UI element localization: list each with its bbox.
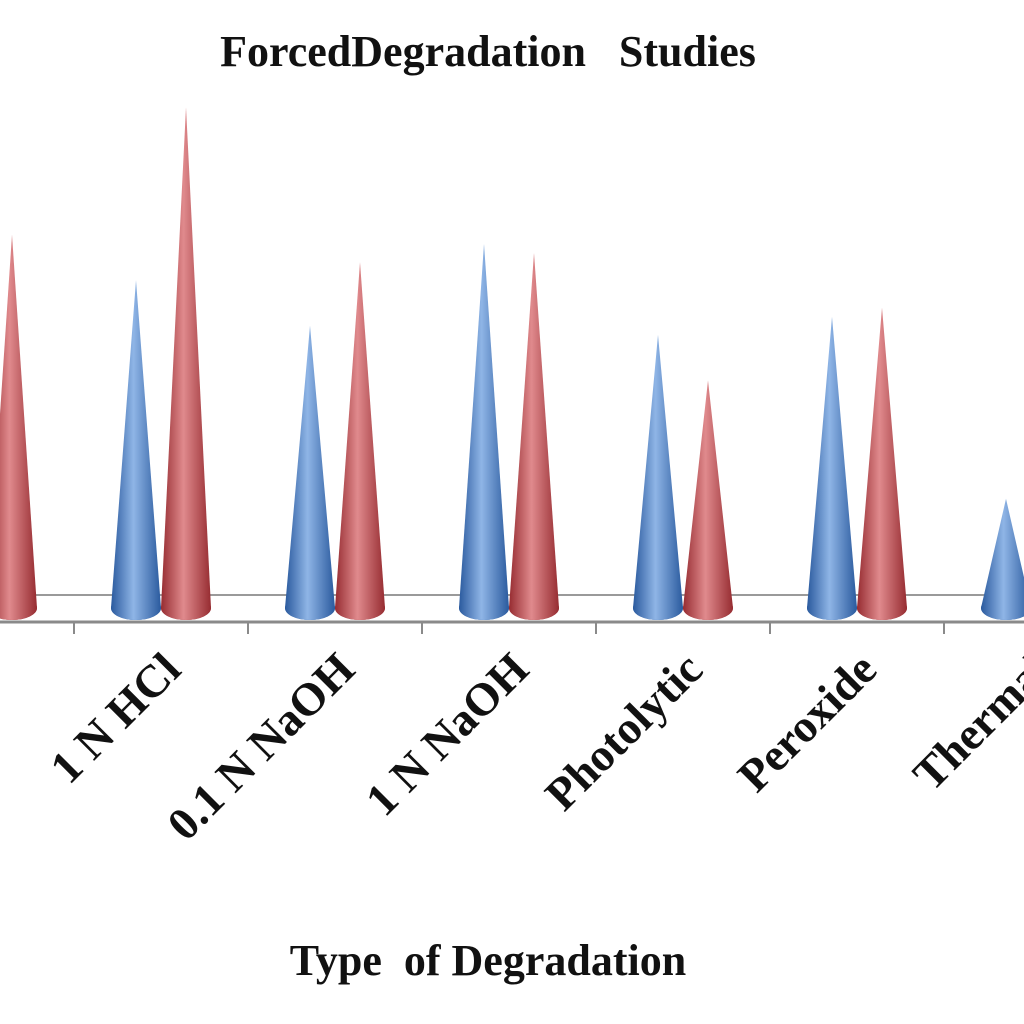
- cone-bar-series-2: [857, 307, 907, 620]
- cone-bar-series-2: [161, 107, 211, 620]
- cone-bars: [0, 107, 1024, 621]
- x-axis-ticks: [73, 622, 945, 634]
- cone-body: [459, 243, 509, 621]
- cone-body: [807, 316, 857, 620]
- x-tick-label: 0.1 N NaOH: [157, 643, 364, 850]
- x-tick-label: Photolytic: [535, 643, 712, 820]
- chart-title: ForcedDegradation Studies: [220, 27, 756, 76]
- cone-bar-series-2: [509, 252, 559, 620]
- cone-body: [509, 252, 559, 620]
- cone-body: [683, 380, 733, 620]
- cone-body: [111, 280, 161, 620]
- x-tick-label: 1 N NaOH: [356, 643, 539, 826]
- x-tick-label: Thermal: [903, 643, 1024, 800]
- cone-body: [285, 325, 335, 620]
- cone-body: [857, 307, 907, 620]
- cone-bar-series-1: [633, 334, 683, 620]
- cone-bar-series-1: [807, 316, 857, 620]
- cone-body: [0, 234, 37, 620]
- cone-body: [161, 107, 211, 620]
- x-tick-label: Peroxide: [728, 643, 886, 801]
- cone-bar-series-1: [111, 280, 161, 620]
- cone-bar-series-1: [285, 325, 335, 620]
- cone-bar-series-2: [683, 380, 733, 620]
- cone-body: [335, 262, 385, 620]
- cone-body: [981, 498, 1024, 620]
- cone-body: [633, 334, 683, 620]
- cone-bar-series-1: [459, 243, 509, 621]
- cone-bar-series-2: [0, 234, 37, 620]
- cone-bar-series-2: [335, 262, 385, 620]
- x-axis-title: Type of Degradation: [290, 936, 686, 985]
- x-tick-label: 1 N HCl: [40, 643, 190, 793]
- cone-bar-series-1: [981, 498, 1024, 620]
